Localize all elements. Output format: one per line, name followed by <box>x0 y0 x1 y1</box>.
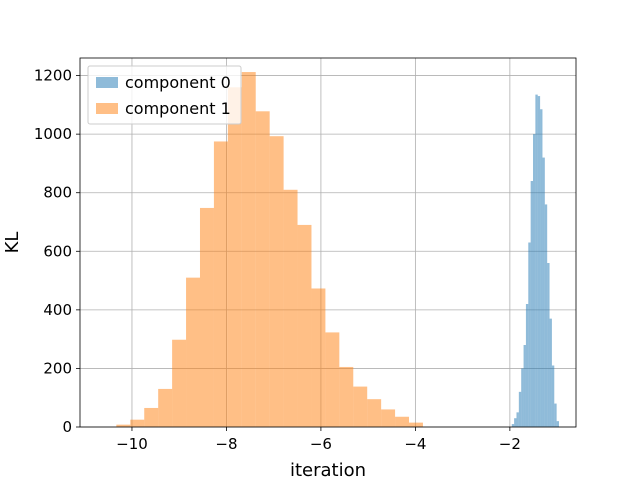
histogram-bar <box>547 263 550 427</box>
histogram-bar <box>283 189 298 427</box>
histogram-bar <box>523 345 526 427</box>
series-component-1 <box>116 72 423 428</box>
histogram-bar <box>199 207 214 427</box>
histogram-bar <box>116 424 131 427</box>
legend-label-component-1: component 1 <box>125 99 231 118</box>
histogram-bar <box>130 419 145 427</box>
x-axis-label: iteration <box>290 460 366 480</box>
histogram-bar <box>549 318 552 427</box>
bars-layer <box>116 72 559 428</box>
y-tick-label: 1200 <box>34 67 72 85</box>
histogram-bar <box>297 224 312 427</box>
legend: component 0 component 1 <box>87 65 242 125</box>
histogram-bar <box>381 409 396 427</box>
series-component-0 <box>511 94 559 428</box>
histogram-bar <box>525 304 529 427</box>
y-tick-label: 200 <box>43 359 72 377</box>
y-axis-label: KL <box>2 232 23 254</box>
histogram-bar <box>339 366 354 427</box>
histogram-bar <box>511 424 515 427</box>
histogram-bar <box>556 421 559 427</box>
plot-frame <box>79 57 577 428</box>
histogram-bar <box>269 136 284 427</box>
histogram-bar <box>537 96 541 428</box>
histogram-bar <box>227 87 242 428</box>
histogram-bar <box>551 365 555 427</box>
histogram-bar <box>311 288 326 427</box>
legend-label-component-0: component 0 <box>125 73 231 92</box>
histogram-bar <box>158 388 173 427</box>
legend-swatch-component-0 <box>96 77 118 88</box>
legend-box <box>87 65 242 125</box>
histogram-bar <box>530 181 534 427</box>
y-tick-label: 0 <box>62 418 72 436</box>
histogram-bar <box>514 418 517 427</box>
histogram-bar <box>542 157 545 428</box>
histogram-bar <box>518 391 522 427</box>
histogram-bar <box>395 416 410 427</box>
y-tick-label: 800 <box>43 184 72 202</box>
histogram-bar <box>325 332 340 427</box>
ticks-layer: −10 −8 −6 −4 −2 0 200 400 600 800 1000 1200 <box>34 67 521 453</box>
x-tick-label: −6 <box>310 435 332 453</box>
histogram-bar <box>540 109 543 427</box>
histogram-bar <box>353 386 368 427</box>
histogram-bar <box>172 339 187 427</box>
x-tick-label: −10 <box>116 435 148 453</box>
histogram-bar <box>409 422 423 427</box>
y-tick-label: 1000 <box>34 125 72 143</box>
histogram-bar <box>241 72 256 428</box>
histogram-bar <box>144 407 159 427</box>
histogram-bar <box>554 403 557 427</box>
x-tick-label: −4 <box>404 435 426 453</box>
legend-swatch-component-1 <box>96 103 118 114</box>
x-tick-label: −8 <box>215 435 237 453</box>
y-tick-label: 400 <box>43 301 72 319</box>
y-tick-label: 600 <box>43 242 72 260</box>
histogram-bar <box>186 277 200 427</box>
histogram-bar <box>544 204 548 427</box>
histogram-bar <box>533 134 536 427</box>
histogram-bar <box>367 399 382 427</box>
histogram-bar <box>255 111 270 428</box>
histogram-bar <box>516 412 519 427</box>
histogram-bar <box>528 242 531 427</box>
histogram-bar <box>535 94 538 427</box>
histogram-bar <box>521 368 524 427</box>
x-tick-label: −2 <box>499 435 521 453</box>
histogram-bar <box>213 141 228 427</box>
